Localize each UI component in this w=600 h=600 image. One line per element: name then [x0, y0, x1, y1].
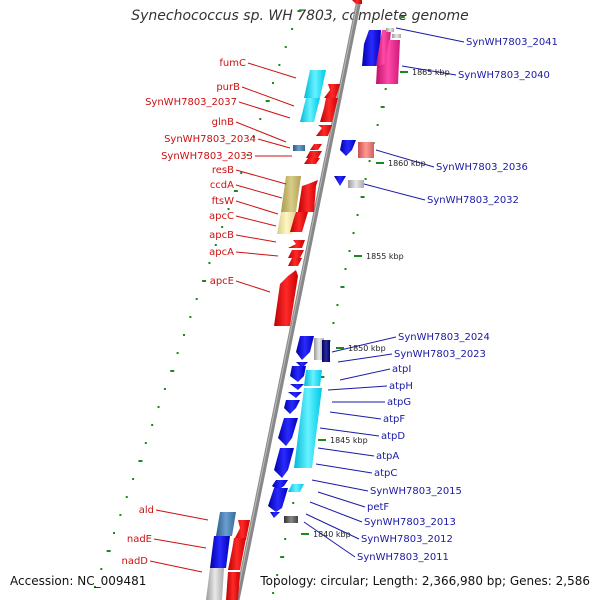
gene-label: SynWH7803_2032 — [427, 195, 519, 206]
gene-arrow — [268, 488, 288, 512]
gene-label: ald — [139, 505, 154, 516]
gene-label: SynWH7803_2013 — [364, 517, 456, 528]
gene-label: SynWH7803_2023 — [394, 349, 486, 360]
gene-arrow — [288, 258, 302, 266]
gene-label: apcB — [209, 230, 234, 241]
gene-label: atpG — [387, 397, 411, 408]
gene-label: apcA — [209, 247, 234, 258]
gene-arrow — [278, 418, 298, 446]
gene-arrow — [288, 392, 302, 398]
gene-box — [284, 516, 298, 523]
gene-arrow — [324, 84, 340, 98]
gene-arrow — [234, 520, 250, 540]
gene-label: petF — [367, 502, 389, 513]
gene-arrow — [304, 370, 322, 386]
gene-box — [386, 28, 394, 32]
gene-label: atpC — [374, 468, 397, 479]
gene-label: SynWH7803_2040 — [458, 70, 550, 81]
gene-label: SynWH7803_2034 — [164, 134, 256, 145]
gene-label: atpI — [392, 364, 411, 375]
gene-arrow — [296, 336, 314, 360]
kbp-markers: 1865 kbp 1860 kbp 1855 kbp 1850 kbp 1845 kbp… — [301, 68, 450, 539]
gene-arrow — [296, 362, 308, 368]
gene-label: SynWH7803_2036 — [436, 162, 528, 173]
right-gene-labels: SynWH7803_2041 SynWH7803_2040 SynWH7803_20… — [357, 37, 558, 563]
gene-box — [293, 145, 305, 151]
gene-label: SynWH7803_2024 — [398, 332, 490, 343]
gene-label: apcC — [209, 211, 234, 222]
gene-box — [314, 338, 324, 360]
gene-arrow — [362, 30, 381, 66]
label-leader-lines — [149, 27, 465, 573]
gene-label: glnB — [212, 117, 234, 128]
gene-arrow — [316, 125, 332, 136]
gene-label: atpA — [376, 451, 399, 462]
gene-arrow — [272, 480, 288, 490]
gene-label: ccdA — [210, 180, 234, 191]
gene-label: atpD — [381, 431, 405, 442]
gene-arrow — [288, 240, 305, 248]
gene-label: SynWH7803_2037 — [145, 97, 237, 108]
gene-label: apcE — [210, 276, 234, 287]
gene-box — [392, 34, 401, 38]
gene-arrow — [304, 70, 326, 98]
gene-arrow — [294, 388, 322, 468]
gene-arrow — [284, 400, 300, 414]
kbp-marker-label: 1850 kbp — [348, 344, 386, 353]
backbone-highlight — [235, 0, 359, 600]
gene-arrow — [290, 212, 308, 232]
gene-arrow — [320, 98, 338, 122]
gene-arrow — [334, 176, 346, 186]
gene-arrow — [228, 538, 246, 570]
gene-arrow — [340, 140, 356, 156]
gene-label: nadE — [127, 534, 152, 545]
gene-label: SynWH7803_2012 — [361, 534, 453, 545]
gene-box — [322, 340, 330, 362]
gene-features — [206, 0, 401, 600]
gene-arrow — [290, 366, 306, 382]
gene-label: purB — [216, 82, 240, 93]
gene-arrow — [288, 250, 304, 258]
gene-arrow — [210, 536, 230, 568]
gene-label: atpF — [383, 414, 405, 425]
map-title: Synechococcus sp. WH 7803, complete geno… — [131, 8, 469, 24]
accession-text: Accession: NC_009481 — [10, 574, 147, 588]
kbp-marker-label: 1860 kbp — [388, 159, 426, 168]
gene-arrow — [298, 180, 318, 212]
gene-arrow — [274, 448, 294, 478]
gene-arrow — [270, 512, 280, 518]
gene-label: nadD — [121, 556, 148, 567]
gene-label: SynWH7803_2015 — [370, 486, 462, 497]
kbp-marker-label: 1845 kbp — [330, 436, 368, 445]
gene-box — [348, 180, 364, 188]
gene-label: atpH — [389, 381, 413, 392]
gene-label: SynWH7803_2011 — [357, 552, 449, 563]
gene-arrow — [376, 40, 400, 84]
gene-arrow — [310, 144, 322, 150]
backbone-line — [234, 0, 362, 600]
gene-label: SynWH7803_2041 — [466, 37, 558, 48]
gene-label: resB — [212, 165, 234, 176]
gene-arrow — [226, 572, 240, 600]
gene-arrow — [300, 98, 320, 122]
gene-box — [358, 142, 374, 158]
gene-label: SynWH7803_2033 — [161, 151, 253, 162]
kbp-marker-label: 1865 kbp — [412, 68, 450, 77]
gene-label: ftsW — [212, 196, 234, 207]
gene-arrow — [206, 568, 224, 600]
gene-label: fumC — [219, 58, 246, 69]
genome-summary-text: Topology: circular; Length: 2,366,980 bp… — [260, 574, 590, 588]
gene-arrow — [274, 270, 298, 326]
gene-arrow — [216, 512, 236, 536]
kbp-marker-label: 1840 kbp — [313, 530, 351, 539]
gene-arrow — [304, 158, 320, 164]
gene-arrow — [288, 484, 304, 492]
left-gene-labels: fumC purB SynWH7803_2037 glnB SynWH7803_2034… — [121, 58, 256, 567]
gene-arrow — [281, 176, 301, 212]
gene-arrow — [352, 0, 362, 4]
gene-arrow — [290, 384, 304, 390]
gene-arrow — [306, 151, 322, 158]
kbp-marker-label: 1855 kbp — [366, 252, 404, 261]
